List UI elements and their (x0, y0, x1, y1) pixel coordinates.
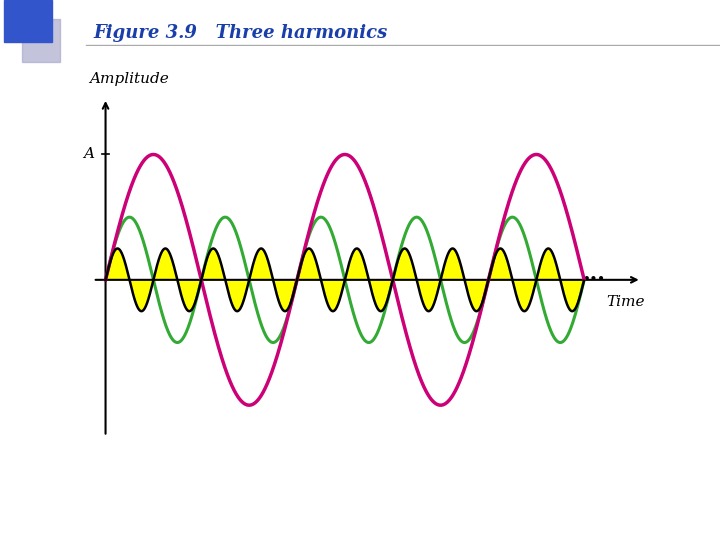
Bar (4, 0, 52, 42)
Text: Amplitude: Amplitude (89, 71, 169, 85)
Bar (22, 19, 60, 62)
Text: ...: ... (582, 262, 606, 285)
Text: Figure 3.9   Three harmonics: Figure 3.9 Three harmonics (94, 24, 388, 42)
Text: Time: Time (606, 295, 645, 309)
Text: A: A (83, 147, 94, 161)
